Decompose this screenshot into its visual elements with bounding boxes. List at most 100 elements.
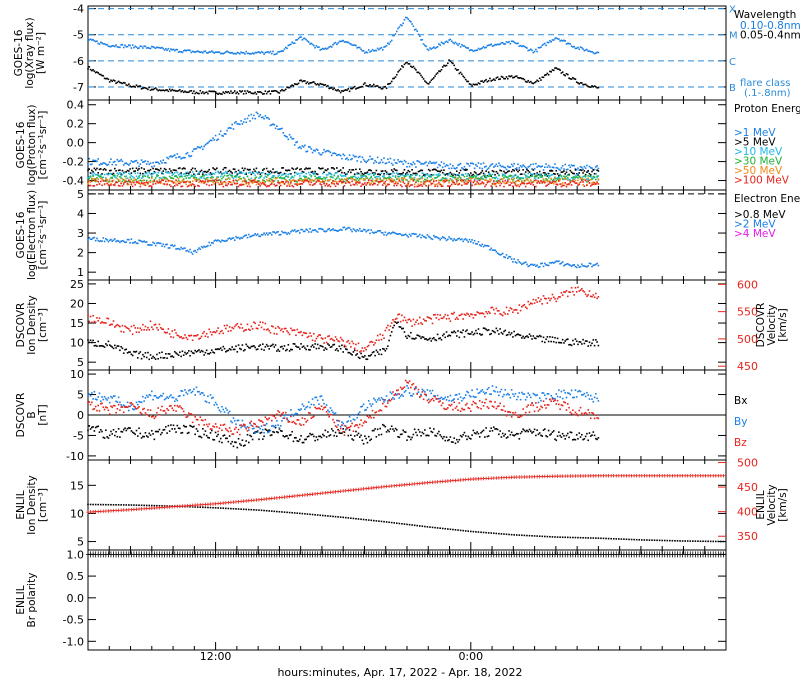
data-mark <box>424 178 426 181</box>
data-mark <box>152 172 154 175</box>
data-mark <box>536 179 538 182</box>
data-mark <box>102 168 105 171</box>
data-mark <box>537 176 540 179</box>
data-mark <box>321 345 324 348</box>
data-mark <box>452 62 454 65</box>
data-mark <box>371 179 374 182</box>
data-mark <box>214 181 217 184</box>
data-mark <box>369 232 371 235</box>
data-mark <box>411 337 413 340</box>
data-mark <box>593 296 596 299</box>
data-mark <box>268 173 270 176</box>
data-mark <box>330 173 333 176</box>
data-mark <box>325 176 328 179</box>
data-mark <box>443 316 445 318</box>
data-mark <box>560 167 563 169</box>
data-mark <box>575 291 578 293</box>
data-mark <box>210 173 213 176</box>
data-mark <box>299 36 301 39</box>
data-mark <box>299 183 301 185</box>
data-mark <box>242 445 245 447</box>
data-mark <box>101 163 103 166</box>
data-mark <box>296 83 299 86</box>
data-mark <box>537 266 540 268</box>
data-mark <box>369 51 371 53</box>
data-mark <box>124 175 126 178</box>
data-mark <box>253 345 255 347</box>
data-mark <box>527 179 530 182</box>
data-mark <box>135 181 138 184</box>
data-mark <box>545 73 547 76</box>
data-mark <box>87 180 89 182</box>
data-mark <box>554 336 556 339</box>
data-mark <box>196 430 199 432</box>
data-mark <box>205 174 208 176</box>
data-mark <box>369 169 371 171</box>
data-mark <box>134 241 137 243</box>
series--1-mev <box>87 111 600 173</box>
data-mark <box>133 350 135 353</box>
data-mark <box>93 184 96 187</box>
data-mark <box>523 181 526 183</box>
data-mark <box>307 177 310 180</box>
data-mark <box>153 356 156 359</box>
data-mark <box>416 160 419 162</box>
data-mark <box>259 321 262 323</box>
data-mark <box>486 312 489 315</box>
data-mark <box>281 167 283 169</box>
data-mark <box>461 238 463 240</box>
data-mark <box>522 164 524 166</box>
data-mark <box>99 173 102 176</box>
data-mark <box>254 181 256 183</box>
data-mark <box>237 185 240 188</box>
data-mark <box>191 339 194 342</box>
data-mark <box>406 165 408 168</box>
data-mark <box>309 227 311 230</box>
data-mark <box>124 325 126 328</box>
data-mark <box>476 180 478 183</box>
data-mark <box>550 169 552 171</box>
data-mark <box>277 325 279 328</box>
data-mark <box>301 183 304 185</box>
data-mark <box>154 182 157 185</box>
data-mark <box>314 82 316 85</box>
data-mark <box>325 348 328 351</box>
data-mark <box>96 40 98 42</box>
data-mark <box>508 178 510 181</box>
data-mark <box>330 87 333 89</box>
data-mark <box>256 91 259 93</box>
data-mark <box>290 85 292 87</box>
data-mark <box>270 181 273 184</box>
data-mark <box>533 179 536 182</box>
data-mark <box>521 77 523 80</box>
data-mark <box>575 266 578 269</box>
data-mark <box>389 325 392 327</box>
data-mark <box>560 262 563 264</box>
data-mark <box>477 328 480 330</box>
data-mark <box>239 53 241 55</box>
data-mark <box>267 233 269 236</box>
data-mark <box>270 434 273 436</box>
data-mark <box>170 180 172 182</box>
data-mark <box>478 183 481 186</box>
data-mark <box>347 180 350 183</box>
data-mark <box>227 51 230 53</box>
data-mark <box>286 86 288 88</box>
data-mark <box>486 181 489 184</box>
data-mark <box>244 53 246 55</box>
data-mark <box>337 349 339 352</box>
data-mark <box>390 322 393 324</box>
data-mark <box>328 184 330 186</box>
data-mark <box>373 351 375 353</box>
data-mark <box>327 179 329 181</box>
data-mark <box>420 236 422 239</box>
data-mark <box>592 339 595 341</box>
data-mark <box>311 179 314 181</box>
data-mark <box>591 183 593 186</box>
data-mark <box>429 337 431 340</box>
data-mark <box>589 86 592 88</box>
data-mark <box>244 167 246 170</box>
data-mark <box>424 181 426 183</box>
data-mark <box>464 314 467 316</box>
data-mark <box>589 50 592 53</box>
